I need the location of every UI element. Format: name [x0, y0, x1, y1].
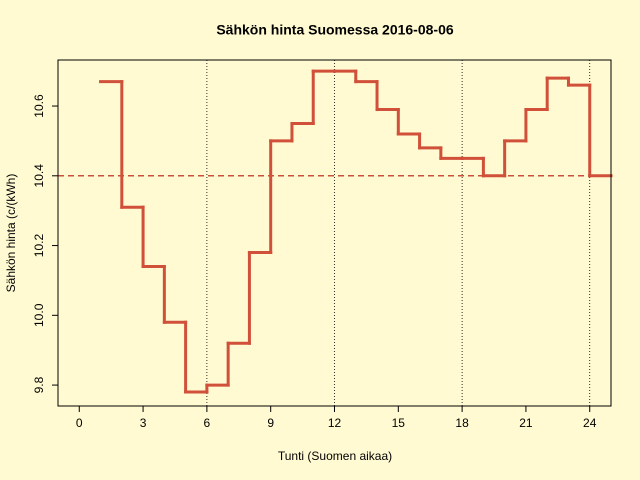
- x-tick-label: 18: [455, 416, 469, 430]
- x-tick-label: 3: [140, 416, 147, 430]
- y-tick-label: 10.6: [32, 94, 46, 118]
- chart-title: Sähkön hinta Suomessa 2016-08-06: [216, 22, 454, 38]
- x-tick-label: 21: [519, 416, 533, 430]
- y-tick-label: 10.2: [32, 234, 46, 258]
- x-axis-label: Tunti (Suomen aikaa): [278, 449, 392, 463]
- x-tick-label: 6: [204, 416, 211, 430]
- x-tick-label: 9: [267, 416, 274, 430]
- y-tick-label: 10.0: [32, 303, 46, 327]
- y-tick-label: 10.4: [32, 164, 46, 188]
- plot-frame: [57, 59, 612, 407]
- y-tick-label: 9.8: [32, 376, 46, 393]
- y-axis-label: Sähkön hinta (c/(kWh): [4, 174, 18, 293]
- x-tick-label: 15: [392, 416, 406, 430]
- x-tick-label: 12: [328, 416, 342, 430]
- x-tick-label: 24: [583, 416, 597, 430]
- x-tick-label: 0: [76, 416, 83, 430]
